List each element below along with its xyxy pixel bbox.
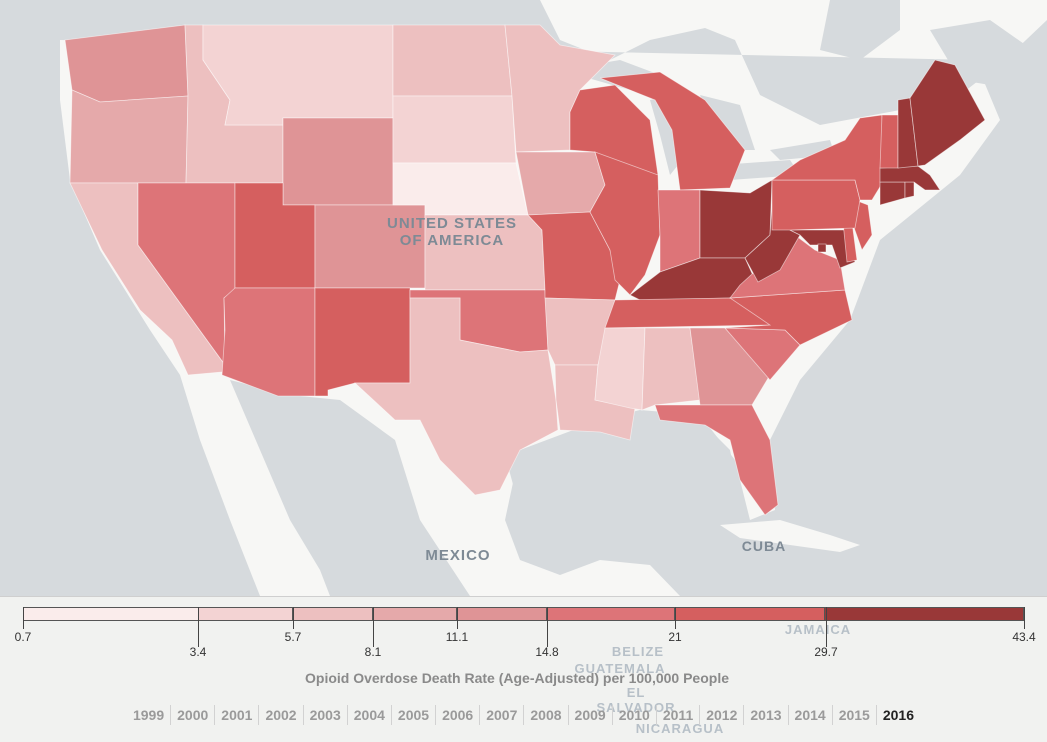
legend-tick — [457, 607, 458, 629]
state-me[interactable] — [909, 59, 986, 167]
legend-tick-label: 0.7 — [14, 630, 32, 644]
usa-label-line1: UNITED STATES — [387, 215, 517, 232]
legend-tick — [826, 607, 827, 647]
year-2014[interactable]: 2014 — [787, 705, 832, 725]
year-2015[interactable]: 2015 — [831, 705, 876, 725]
legend-tick — [373, 607, 374, 647]
usa-label-line2: OF AMERICA — [400, 232, 504, 249]
state-pa[interactable] — [771, 179, 861, 231]
state-mi[interactable] — [599, 71, 746, 191]
states-layer — [64, 24, 986, 516]
state-dc[interactable] — [817, 243, 827, 253]
legend-segment — [457, 608, 547, 620]
legend-title: Opioid Overdose Death Rate (Age-Adjusted… — [305, 670, 729, 686]
legend-tick-label: 8.1 — [364, 645, 382, 659]
legend-segment — [198, 608, 294, 620]
year-2011[interactable]: 2011 — [655, 705, 699, 725]
legend-segment — [825, 608, 1023, 620]
state-vt[interactable] — [879, 114, 899, 169]
legend-tick — [23, 607, 24, 629]
year-2016[interactable]: 2016 — [875, 705, 920, 725]
year-2003[interactable]: 2003 — [302, 705, 347, 725]
legend-segment — [546, 608, 675, 620]
legend-segment — [373, 608, 458, 620]
legend-tick — [1024, 607, 1025, 629]
year-2007[interactable]: 2007 — [479, 705, 523, 725]
hudson-bay-area — [820, 0, 1047, 90]
legend-tick-label: 5.7 — [284, 630, 302, 644]
state-sd[interactable] — [392, 95, 517, 164]
year-2002[interactable]: 2002 — [258, 705, 302, 725]
year-2000[interactable]: 2000 — [170, 705, 214, 725]
legend-tick — [293, 607, 294, 629]
state-or[interactable] — [69, 89, 189, 184]
gulf-of-mexico — [505, 420, 740, 540]
cuba-island — [720, 520, 860, 552]
year-2009[interactable]: 2009 — [567, 705, 612, 725]
year-2001[interactable]: 2001 — [214, 705, 258, 725]
legend-tick — [547, 607, 548, 647]
state-nc[interactable] — [724, 289, 853, 346]
year-1999[interactable]: 1999 — [132, 707, 165, 723]
state-nd[interactable] — [392, 24, 513, 97]
state-ri[interactable] — [904, 181, 915, 199]
state-ga[interactable] — [689, 327, 771, 406]
legend-tick-label: 29.7 — [814, 645, 838, 659]
legend-tick-label: 11.1 — [445, 630, 469, 644]
legend-tick — [675, 607, 676, 629]
legend-segment — [24, 608, 199, 620]
state-ia[interactable] — [515, 151, 606, 216]
year-2010[interactable]: 2010 — [611, 705, 656, 725]
legend-color-scale — [23, 607, 1024, 621]
state-in[interactable] — [657, 189, 701, 273]
legend-tick-label: 14.8 — [535, 645, 559, 659]
legend-segment — [674, 608, 826, 620]
year-2013[interactable]: 2013 — [743, 705, 787, 725]
mexico-label: MEXICO — [425, 547, 490, 564]
year-selector: 1999 2000 2001 2002 2003 2004 2005 2006 2007 2008… — [0, 705, 1047, 725]
state-fl[interactable] — [654, 404, 779, 516]
legend-tick-label: 43.4 — [1012, 630, 1036, 644]
state-ma[interactable] — [879, 165, 941, 191]
year-2005[interactable]: 2005 — [390, 705, 435, 725]
state-az[interactable] — [221, 287, 316, 397]
state-mt[interactable] — [202, 24, 394, 126]
yucatan — [560, 560, 680, 596]
legend-tick-label: 3.4 — [189, 645, 207, 659]
state-wy[interactable] — [282, 117, 394, 206]
state-tx[interactable] — [353, 297, 559, 496]
year-2006[interactable]: 2006 — [435, 705, 479, 725]
legend-tick — [198, 607, 199, 647]
state-ms[interactable] — [594, 327, 646, 411]
state-al[interactable] — [641, 327, 701, 411]
year-2012[interactable]: 2012 — [699, 705, 743, 725]
year-2004[interactable]: 2004 — [346, 705, 391, 725]
year-2008[interactable]: 2008 — [523, 705, 567, 725]
state-nm[interactable] — [314, 287, 411, 397]
legend-segment — [293, 608, 374, 620]
legend-tick-label: 21 — [668, 630, 682, 644]
cuba-label: CUBA — [742, 538, 786, 554]
